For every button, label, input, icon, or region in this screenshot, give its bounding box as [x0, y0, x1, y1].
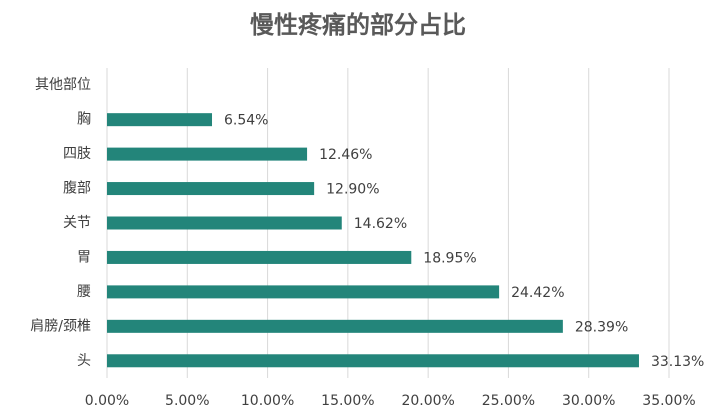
bar — [107, 285, 500, 299]
bar — [107, 354, 639, 368]
x-tick-label: 10.00% — [241, 393, 294, 409]
y-tick-label: 胃 — [77, 249, 91, 265]
bar — [107, 216, 342, 230]
x-tick-label: 20.00% — [401, 393, 454, 409]
bar — [107, 182, 315, 196]
y-tick-label: 胸 — [77, 112, 91, 128]
x-tick-label: 35.00% — [642, 393, 695, 409]
value-label: 33.13% — [651, 354, 704, 370]
bar — [107, 250, 412, 264]
y-tick-label: 四肢 — [63, 146, 91, 162]
y-tick-label: 腹部 — [63, 180, 91, 197]
y-tick-label: 肩膀/颈椎 — [30, 317, 91, 334]
value-label: 24.42% — [511, 285, 564, 301]
y-tick-label: 头 — [77, 353, 91, 369]
value-label: 12.46% — [319, 147, 372, 163]
bar — [107, 113, 213, 127]
x-tick-label: 15.00% — [321, 393, 374, 409]
value-label: 28.39% — [575, 319, 628, 335]
x-tick-label: 0.00% — [85, 393, 129, 409]
y-tick-label: 腰 — [77, 284, 91, 300]
bar — [107, 147, 308, 161]
x-tick-label: 30.00% — [562, 393, 615, 409]
bar — [107, 319, 563, 333]
value-label: 6.54% — [224, 113, 268, 129]
y-tick-label: 关节 — [63, 215, 91, 231]
value-label: 12.90% — [326, 182, 379, 198]
y-tick-label: 其他部位 — [35, 77, 91, 93]
value-label: 14.62% — [354, 216, 407, 232]
x-tick-label: 25.00% — [482, 393, 535, 409]
chart-title: 慢性疼痛的部分占比 — [250, 11, 466, 39]
value-label: 18.95% — [423, 250, 476, 266]
x-tick-label: 5.00% — [165, 393, 209, 409]
